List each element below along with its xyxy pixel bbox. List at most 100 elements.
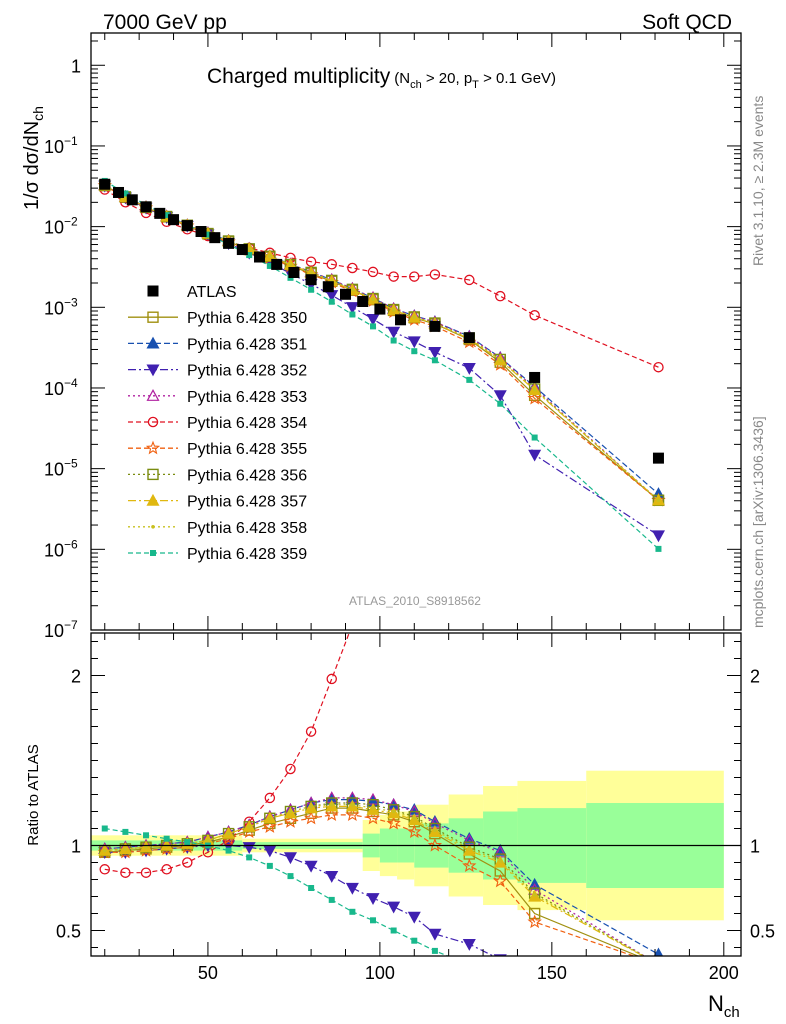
header-right: Soft QCD	[642, 11, 732, 34]
ratio-tick-label-right: 2	[750, 667, 760, 687]
y-tick-exponent: −1	[64, 134, 78, 148]
series-4-ratio-point	[305, 726, 317, 737]
series-8-point	[412, 315, 417, 320]
atlas-data-point	[357, 295, 369, 307]
legend-label: Pythia 6.428 356	[187, 467, 307, 484]
series-4-ratio-point	[182, 857, 193, 868]
series-2-point	[462, 362, 476, 375]
analysis-label: ATLAS_2010_S8918562	[349, 594, 481, 608]
series-2-point	[345, 302, 359, 314]
series-4-ratio-point	[368, 560, 377, 569]
y-axis-label-main: 1/σ dσ/dN	[21, 121, 43, 210]
legend-marker	[145, 440, 161, 455]
atlas-data-point	[236, 244, 248, 256]
series-2-ratio-point	[325, 870, 339, 883]
atlas-data-point	[271, 258, 283, 270]
legend-marker	[146, 493, 160, 506]
y-tick-label: 10	[44, 540, 64, 560]
legend-label: ATLAS	[187, 284, 237, 301]
title-cond-close: > 0.1 GeV)	[479, 70, 556, 87]
series-8-ratio-point	[206, 838, 210, 843]
x-tick-label: 100	[365, 963, 395, 983]
series-5-point	[527, 390, 542, 405]
series-4-ratio-point	[496, 59, 505, 68]
legend-label: Pythia 6.428 350	[187, 310, 307, 327]
atlas-data-point	[209, 232, 221, 244]
atlas-data-point	[529, 371, 541, 383]
series-4-point	[326, 259, 337, 270]
series-4-ratio-line	[104, 633, 350, 874]
series-0-ratio-point	[528, 907, 541, 920]
series-8-ratio-point	[412, 816, 417, 821]
legend-marker	[147, 285, 159, 297]
series-4-ratio-point	[530, 8, 539, 17]
series-9-point	[411, 348, 418, 355]
legend: ATLAS Pythia 6.428 350 Pythia 6.428 351 Pyt…	[128, 284, 307, 563]
series-9-ratio-point	[163, 835, 170, 842]
x-tick-label: 50	[198, 963, 218, 983]
series-4-point	[388, 271, 399, 282]
atlas-data-point	[181, 220, 193, 232]
axes: 50 100 150 200110−110−210−310−410−510−610−7…	[44, 33, 775, 983]
series-4-ratio-point	[389, 484, 398, 493]
y-tick-label: 10	[44, 379, 64, 399]
atlas-data-point	[395, 314, 407, 326]
series-9-point	[328, 298, 335, 305]
y-tick-exponent: −4	[64, 376, 78, 390]
series-9-point	[497, 400, 504, 407]
y-tick-exponent: −6	[64, 537, 78, 551]
series-8-ratio-point	[498, 859, 503, 863]
series-9-point	[655, 545, 662, 552]
series-8-ratio-point	[102, 848, 107, 853]
series-2-point	[428, 346, 442, 359]
series-5-ratio-point	[653, 959, 664, 970]
series-8-ratio-point	[532, 893, 537, 897]
series-5-ratio-point	[493, 873, 508, 888]
rivet-label: Rivet 3.1.10, ≥ 2.3M events	[750, 96, 766, 266]
series-8-ratio-point	[350, 802, 355, 807]
series-5-ratio-point	[527, 914, 542, 929]
series-8-point	[391, 308, 396, 312]
series-4-ratio-point	[140, 867, 152, 878]
series-4-point	[367, 266, 379, 278]
series-5-ratio-point	[427, 837, 443, 852]
series-4-ratio-point	[410, 382, 419, 391]
title-cond-mid: > 20, p	[422, 70, 472, 87]
title-cond-nsub: ch	[410, 79, 422, 91]
series-2-ratio-point	[283, 852, 297, 865]
series-2-point	[407, 336, 421, 349]
series-9-ratio-point	[655, 1000, 661, 1006]
y-tick-label: 10	[44, 218, 64, 238]
series-9-point	[466, 376, 473, 383]
legend-marker	[146, 364, 160, 377]
atlas-data-point	[339, 288, 351, 300]
series-8-ratio-point	[288, 809, 293, 814]
series-2-ratio-point	[387, 901, 401, 914]
series-8-ratio-point	[144, 845, 148, 849]
y-axis-label-sub: ch	[30, 106, 46, 121]
series-9-ratio-point	[431, 947, 438, 954]
x-axis-label-sub: ch	[724, 1004, 740, 1021]
series-9-point	[308, 286, 315, 293]
y-tick-exponent: −5	[64, 457, 78, 471]
y-tick-label: 10	[44, 137, 64, 157]
series-9-ratio-point	[101, 825, 108, 832]
series-9-point	[204, 231, 211, 238]
atlas-data-point	[429, 320, 441, 332]
series-5-ratio-point	[283, 814, 298, 828]
series-5-ratio-point	[324, 807, 339, 822]
series-2-point	[366, 313, 380, 326]
plot-title-main: Charged multiplicity	[207, 65, 391, 88]
atlas-data-point	[305, 274, 317, 286]
series-9-point	[349, 311, 356, 318]
top-panel-frame	[90, 32, 742, 631]
atlas-data-point	[140, 201, 152, 213]
series-9-point	[246, 252, 253, 259]
title-cond-psub: T	[472, 79, 479, 91]
series-4-ratio-point	[348, 620, 357, 629]
series-9-point	[122, 190, 129, 197]
series-9-point	[266, 262, 273, 269]
series-8-point	[371, 297, 375, 301]
series-9-ratio-point	[122, 828, 129, 835]
